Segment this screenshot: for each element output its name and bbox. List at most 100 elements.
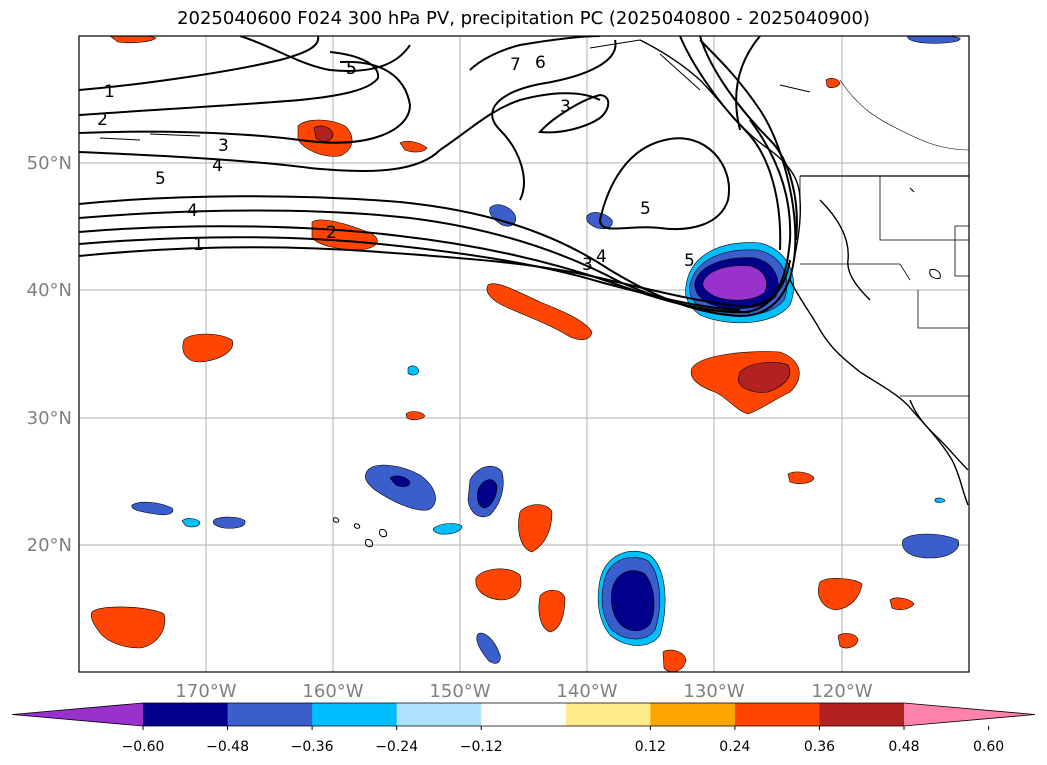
colorbar-tick-label: −0.36 [291,739,334,755]
pv-contour [79,119,792,314]
pv-contour [469,36,601,71]
colorbar-segment [312,703,398,726]
colorbar-tick-label: −0.48 [206,739,249,755]
colorbar-segment [396,703,482,726]
precip-blob [702,265,767,301]
lon-tick-label: 130°W [683,681,744,702]
lat-tick-label: 40°N [27,280,72,301]
precip-blob [818,578,863,611]
pv-contour [79,39,797,318]
contour-label: 4 [212,156,223,176]
lon-tick-label: 170°W [175,681,236,702]
positive-anomaly-blobs [90,36,915,672]
precip-blob [405,411,426,421]
lat-tick-label: 50°N [27,153,72,174]
island [379,529,387,538]
colorbar-tick-label: 0.12 [635,739,666,755]
precip-blob [902,533,959,559]
lat-tick-label: 30°N [27,408,72,429]
lon-tick-label: 160°W [302,681,363,702]
coastline [819,199,871,301]
colorbar-tick-label: 0.24 [719,739,750,755]
colorbar-segment [143,703,229,726]
gridlines [79,36,969,672]
contour-label: 2 [326,223,337,243]
coastlines [639,39,969,506]
colorbar-extend-low [12,703,143,726]
precip-blob [181,518,201,528]
pv-contour [538,93,610,134]
state-border [839,79,969,151]
precip-blob [538,589,566,633]
colorbar-tick-label: 0.60 [973,739,1004,755]
colorbar-tick-label: 0.48 [888,739,919,755]
contour-label: 4 [596,247,607,267]
precip-blob [934,497,946,503]
longitude-labels: 170°W 160°W 150°W 140°W 130°W 120°W [175,681,872,702]
negative-anomaly-blobs [131,36,961,664]
coastline [909,399,969,471]
contour-label: 1 [193,235,204,255]
contour-label: 5 [684,251,695,271]
state-border [879,176,969,241]
colorbar-segment [227,703,313,726]
colorbar-tick-label: 0.36 [804,739,835,755]
precip-blob [486,283,593,341]
contour-label: 2 [97,110,108,130]
precip-blob [182,333,233,363]
lon-tick-label: 120°W [811,681,872,702]
precip-blob [90,606,166,649]
colorbar: −0.60 −0.48 −0.36 −0.24 −0.12 0.12 0.24 0.36 0.4… [11,702,1036,755]
colorbar-tick-label: −0.60 [122,739,165,755]
precip-blob [365,464,436,511]
colorbar-segment [819,703,905,726]
precip-blob [432,523,463,535]
pv-contour [598,137,730,231]
lat-tick-label: 20°N [27,535,72,556]
precip-blob [837,633,859,649]
latitude-labels: 50°N 40°N 30°N 20°N [27,153,72,556]
colorbar-tick-label: −0.12 [460,739,503,755]
colorbar-extend-high [904,703,1035,726]
precip-blob [787,471,815,484]
contour-label: 3 [560,97,571,117]
pv-contour [79,92,601,172]
contour-label: 1 [104,82,115,102]
colorbar-segment [650,703,736,726]
precip-blob [109,36,157,44]
contour-label: 5 [346,59,357,79]
precip-blob [825,78,841,88]
contour-label: 3 [582,255,593,275]
precip-blob [131,501,174,516]
map-border [78,35,970,673]
precip-blob [475,568,522,601]
pv-contour [491,39,617,201]
pv-contour [79,36,320,91]
contour-label: 6 [535,53,546,73]
precip-blob [399,140,428,153]
precip-blob [737,362,791,393]
colorbar-segment [481,703,567,726]
contour-label: 3 [218,136,229,156]
island [332,517,340,523]
precip-blob [213,516,246,529]
colorbar-tick-label: −0.24 [375,739,418,755]
map-area [79,36,969,672]
precip-blob [476,632,501,664]
colorbar-segment [565,703,651,726]
contour-label: 5 [155,169,166,189]
state-border [954,225,969,277]
state-border [800,263,911,281]
precip-blob [662,649,687,672]
contour-label: 4 [187,201,198,221]
lon-tick-label: 140°W [556,681,617,702]
pv-contour [79,51,380,116]
pv-contour [79,60,412,144]
islands [99,39,941,548]
pv-contour [699,36,798,241]
island [365,539,373,548]
contour-label: 7 [510,55,521,75]
pv-contour [239,36,411,72]
colorbar-segment [734,703,820,726]
